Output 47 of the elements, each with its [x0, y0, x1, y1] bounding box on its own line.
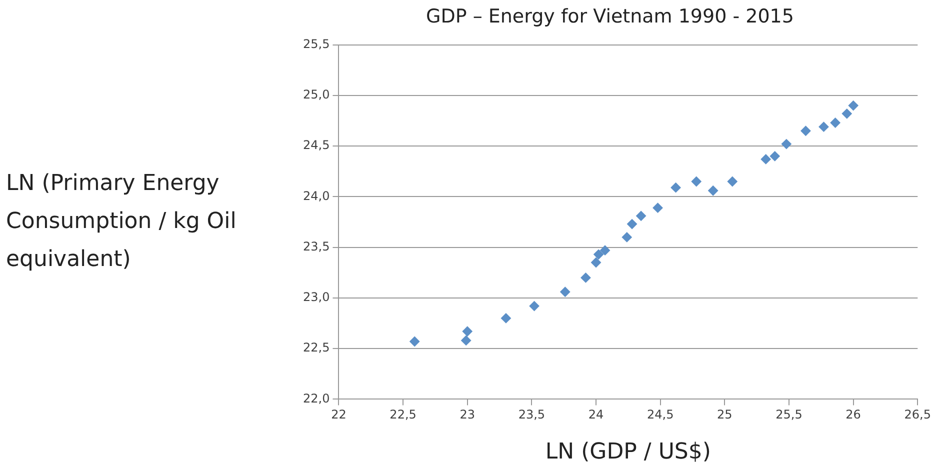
- point: [591, 258, 602, 268]
- y-tick-label: 25,5: [303, 36, 330, 51]
- point: [600, 245, 610, 256]
- y-axis-title: LN (Primary Energy Consumption / kg Oil equivalent): [6, 170, 238, 274]
- point: [461, 335, 472, 346]
- point: [708, 186, 718, 196]
- y-tick-label: 24,5: [303, 138, 330, 152]
- y-tick-label: 22,5: [303, 340, 330, 355]
- y-tick-label: 25,0: [303, 88, 330, 102]
- x-tick-label: 22: [331, 408, 346, 422]
- point: [760, 154, 771, 164]
- x-tick-label: 24: [588, 408, 604, 422]
- x-axis-title: LN (GDP / US$): [545, 440, 711, 465]
- point: [781, 139, 792, 150]
- x-tick-label: 23: [460, 408, 476, 422]
- point: [580, 272, 591, 283]
- point: [622, 232, 632, 242]
- x-tick-label: 26: [846, 408, 861, 422]
- point: [800, 126, 811, 136]
- point: [727, 176, 738, 186]
- point: [670, 182, 681, 193]
- y-tick-label: 24,0: [303, 188, 330, 203]
- point: [830, 118, 840, 128]
- point: [691, 176, 702, 186]
- point: [848, 100, 858, 111]
- y-tick-label: 22,0: [303, 391, 330, 406]
- point: [842, 108, 852, 119]
- point: [462, 326, 472, 336]
- x-tick-label: 24,5: [646, 408, 674, 422]
- point: [529, 301, 540, 312]
- point: [410, 336, 420, 346]
- x-tick-label: 25,5: [776, 408, 802, 422]
- point: [627, 219, 638, 230]
- point: [560, 286, 570, 297]
- point: [636, 210, 646, 221]
- y-tick-label: 23,5: [303, 239, 330, 254]
- x-tick-label: 23,5: [518, 408, 546, 422]
- point: [818, 122, 829, 132]
- x-tick-label: 25: [717, 408, 732, 422]
- point: [652, 202, 663, 213]
- x-tick-label: 26,5: [904, 408, 931, 422]
- chart-title: GDP – Energy for Vietnam 1990 - 2015: [426, 5, 794, 28]
- x-tick-label: 22,5: [390, 408, 416, 422]
- point: [594, 249, 604, 260]
- y-tick-label: 23,0: [303, 290, 330, 304]
- point: [770, 151, 780, 162]
- point: [500, 313, 511, 324]
